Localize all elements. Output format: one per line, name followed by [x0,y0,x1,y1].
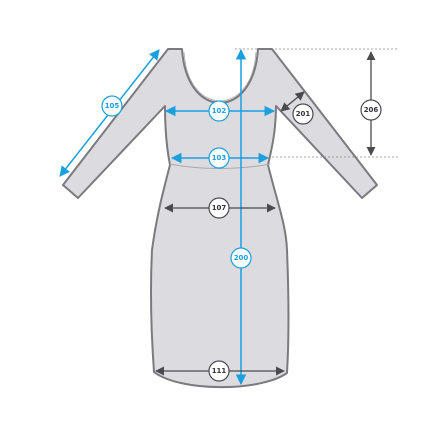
label-shoulder-to-waist: 206 [360,99,382,121]
label-chest-width: 102 [208,100,230,122]
label-total-length: 200 [230,247,252,269]
label-sleeve-length: 105 [101,95,123,117]
svg-text:103: 103 [212,154,227,162]
label-waist-width: 103 [208,147,230,169]
label-hem-width: 111 [208,360,230,382]
svg-text:107: 107 [212,204,227,212]
label-hip-width: 107 [208,197,230,219]
svg-text:206: 206 [364,106,379,114]
svg-text:102: 102 [212,107,227,115]
label-armhole: 201 [292,103,314,125]
svg-text:111: 111 [212,367,227,375]
svg-text:200: 200 [234,254,249,262]
armhole-arrow [280,91,305,112]
svg-text:201: 201 [296,110,311,118]
svg-text:105: 105 [105,102,120,110]
